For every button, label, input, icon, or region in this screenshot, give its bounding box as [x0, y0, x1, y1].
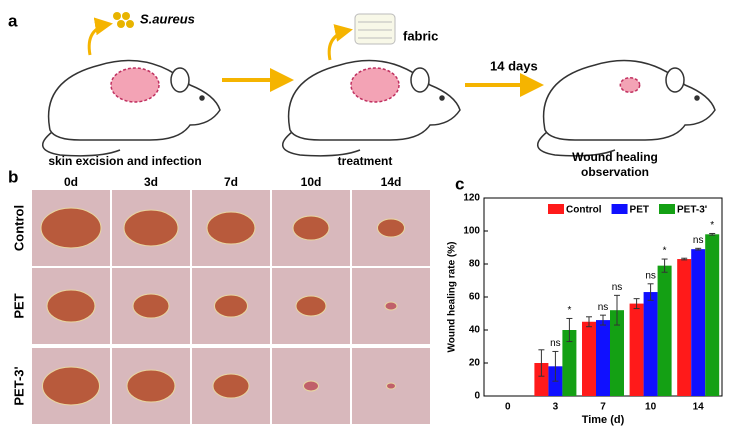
- step-label: observation: [581, 165, 649, 179]
- x-axis-label: Time (d): [582, 414, 625, 426]
- interval-label: 14 days: [490, 58, 538, 73]
- bar: [643, 292, 658, 396]
- material-label: fabric: [403, 28, 438, 43]
- bar: [657, 265, 672, 396]
- bar: [582, 321, 596, 396]
- wound-site: [110, 67, 160, 103]
- bar: [562, 330, 577, 396]
- panel-label: b: [8, 167, 18, 186]
- wound: [123, 209, 179, 247]
- panel-label: a: [8, 11, 18, 30]
- x-tick-label: 14: [693, 402, 705, 413]
- wound: [206, 211, 256, 245]
- mouse-ear: [410, 67, 430, 93]
- significance-label: *: [567, 305, 571, 316]
- y-tick-label: 20: [469, 358, 481, 369]
- significance-label: ns: [645, 270, 656, 281]
- bar: [705, 234, 720, 396]
- y-tick-label: 120: [463, 193, 480, 204]
- bar: [629, 303, 644, 396]
- day-label: 0d: [64, 175, 78, 189]
- y-tick-label: 100: [463, 226, 480, 237]
- day-label: 10d: [301, 175, 322, 189]
- wound: [212, 373, 250, 399]
- mouse-eye: [199, 95, 205, 101]
- curved-arrow: [87, 17, 113, 56]
- curved-arrow: [327, 24, 353, 61]
- wound: [40, 207, 102, 249]
- significance-label: ns: [612, 282, 623, 293]
- bar: [610, 310, 624, 396]
- x-tick-label: 0: [505, 402, 511, 413]
- fabric-icon: [354, 13, 396, 45]
- mouse: [537, 59, 716, 157]
- wound-site: [350, 67, 400, 103]
- step-label: Wound healing: [572, 150, 658, 164]
- wound: [386, 382, 396, 390]
- mice: [42, 59, 716, 157]
- bacteria-icon: [113, 12, 134, 28]
- wound: [214, 294, 248, 318]
- step-label: treatment: [338, 154, 393, 168]
- group-label: PET-3': [11, 366, 26, 405]
- wound: [126, 369, 176, 403]
- mouse: [42, 59, 221, 157]
- y-tick-label: 0: [474, 391, 480, 402]
- wound-site: [619, 77, 641, 93]
- x-tick-label: 3: [553, 402, 559, 413]
- mouse-ear: [170, 67, 190, 93]
- y-tick-label: 80: [469, 259, 481, 270]
- day-label: 7d: [224, 175, 238, 189]
- mouse: [282, 59, 461, 157]
- bar: [677, 259, 692, 396]
- legend-swatch: [548, 204, 564, 214]
- bar: [691, 249, 706, 396]
- y-tick-label: 40: [469, 325, 481, 336]
- panel-label: c: [455, 174, 464, 193]
- bacteria-label: S.aureus: [140, 11, 195, 26]
- wound-photos: [32, 190, 430, 424]
- y-axis-label: Wound healing rate (%): [447, 242, 458, 353]
- significance-label: *: [663, 246, 667, 257]
- legend-swatch: [659, 204, 675, 214]
- mouse-eye: [694, 95, 700, 101]
- significance-label: ns: [598, 302, 609, 313]
- mouse-ear: [665, 67, 685, 93]
- x-tick-label: 7: [600, 402, 606, 413]
- significance-label: ns: [693, 235, 704, 246]
- wound: [42, 366, 100, 406]
- legend-swatch: [611, 204, 628, 214]
- wound: [46, 289, 96, 323]
- significance-label: ns: [550, 338, 561, 349]
- step-label: skin excision and infection: [48, 154, 201, 168]
- wound: [303, 380, 319, 392]
- legend-label: PET: [630, 205, 649, 216]
- day-label: 3d: [144, 175, 158, 189]
- mouse-tail: [42, 131, 121, 157]
- wound: [384, 301, 398, 311]
- group-label: Control: [11, 205, 26, 251]
- mouse-tail: [537, 131, 616, 157]
- mouse-body: [542, 59, 716, 141]
- mouse-eye: [439, 95, 445, 101]
- legend-label: PET-3': [677, 205, 707, 216]
- significance-label: *: [710, 220, 714, 231]
- bar: [534, 363, 549, 396]
- bar: [596, 320, 610, 396]
- group-label: PET: [11, 293, 26, 318]
- y-tick-label: 60: [469, 292, 481, 303]
- day-label: 14d: [381, 175, 402, 189]
- wound: [377, 218, 405, 238]
- wound: [292, 215, 330, 241]
- legend-label: Control: [566, 205, 602, 216]
- wound: [132, 293, 170, 319]
- x-tick-label: 10: [645, 402, 657, 413]
- mouse-tail: [282, 131, 361, 157]
- wound: [295, 295, 327, 317]
